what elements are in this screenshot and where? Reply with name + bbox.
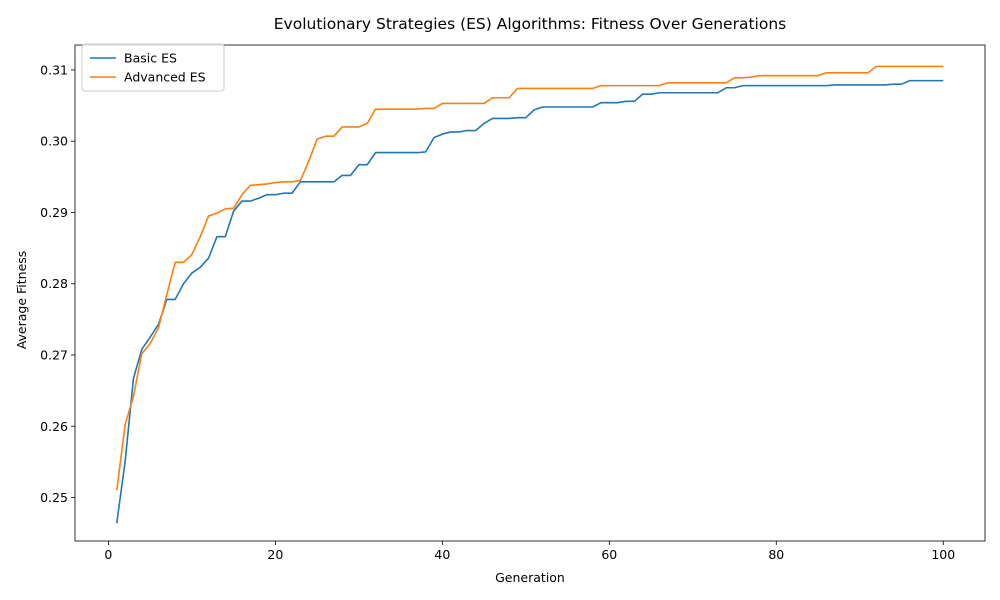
y-tick-label: 0.28 — [40, 276, 68, 291]
x-tick-label: 40 — [434, 547, 450, 562]
legend-label-advanced-es: Advanced ES — [124, 70, 206, 85]
x-tick-label: 0 — [104, 547, 112, 562]
x-tick-label: 100 — [931, 547, 955, 562]
y-axis-ticks: 0.25 0.26 0.27 0.28 0.29 0.30 0.31 — [40, 62, 75, 505]
x-tick-label: 60 — [601, 547, 617, 562]
x-tick-label: 80 — [768, 547, 784, 562]
x-axis-label: Generation — [495, 570, 565, 585]
legend-box — [81, 43, 225, 92]
legend: Basic ES Advanced ES — [81, 43, 225, 92]
y-tick-label: 0.25 — [40, 490, 68, 505]
y-tick-label: 0.31 — [40, 62, 68, 77]
legend-label-basic-es: Basic ES — [124, 51, 177, 66]
series-layer — [115, 65, 944, 524]
x-axis-ticks: 0 20 40 60 80 100 — [104, 541, 955, 562]
y-tick-label: 0.30 — [40, 134, 68, 149]
axes-frame — [74, 44, 986, 542]
plot-area: 0 20 40 60 80 100 0.25 0.26 0.27 0.28 0.29 0.30 0.3… — [40, 44, 986, 562]
series-line-basic-es — [115, 79, 944, 524]
y-tick-label: 0.27 — [40, 348, 68, 363]
y-tick-label: 0.29 — [40, 205, 68, 220]
chart-title: Evolutionary Strategies (ES) Algorithms:… — [274, 15, 786, 33]
x-tick-label: 20 — [267, 547, 283, 562]
y-tick-label: 0.26 — [40, 419, 68, 434]
series-line-advanced-es — [115, 65, 944, 491]
y-axis-label: Average Fitness — [14, 251, 29, 350]
